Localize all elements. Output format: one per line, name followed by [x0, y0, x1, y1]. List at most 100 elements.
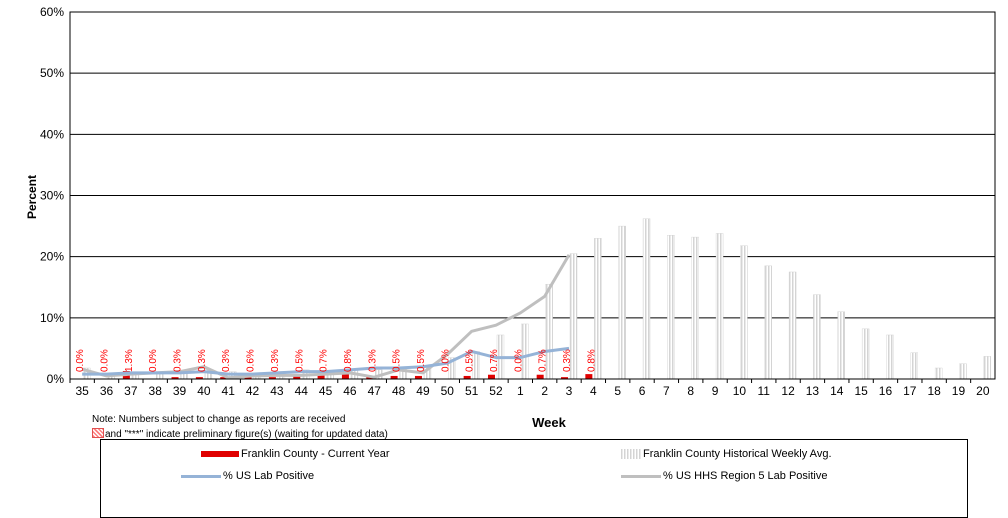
legend-label-us-lab: % US Lab Positive [223, 470, 315, 482]
x-tick-label: 9 [712, 384, 719, 398]
historical-bar [764, 265, 772, 380]
gridlines [70, 11, 995, 319]
x-tick-label: 37 [124, 384, 138, 398]
data-label: 0.8% [586, 349, 597, 372]
legend-label-historical: Franklin County Historical Weekly Avg. [643, 448, 832, 460]
current-year-bar [293, 375, 301, 379]
current-year-bar [536, 374, 544, 379]
x-tick-label: 7 [663, 384, 670, 398]
x-tick-label: 16 [879, 384, 893, 398]
historical-bar [788, 271, 797, 380]
historical-bar [715, 233, 724, 380]
current-year-bar [366, 377, 374, 379]
data-label: 0.5% [294, 349, 305, 372]
data-label: 0.0% [75, 349, 86, 372]
historical-bar [642, 218, 651, 380]
data-label: 1.3% [124, 349, 135, 372]
data-label: 0.7% [489, 349, 500, 372]
x-tick-label: 42 [246, 384, 260, 398]
series-line [82, 346, 570, 376]
x-tick-label: 40 [197, 384, 211, 398]
y-tick-label: 10% [40, 311, 64, 325]
legend: Franklin County - Current Year Franklin … [100, 439, 968, 518]
historical-bar [837, 311, 845, 380]
x-tick-label: 51 [465, 384, 479, 398]
legend-label-region5: % US HHS Region 5 Lab Positive [663, 470, 828, 482]
current-year-bar [220, 377, 228, 379]
legend-item-current-year: Franklin County - Current Year [201, 448, 390, 460]
x-tick-label: 6 [639, 384, 646, 398]
current-year-bar [195, 377, 203, 379]
y-tick-label: 20% [40, 250, 64, 264]
x-tick-label: 36 [100, 384, 114, 398]
x-tick-label: 20 [976, 384, 990, 398]
x-tick-label: 44 [295, 384, 309, 398]
historical-bar [667, 235, 675, 380]
data-label: 0.3% [270, 349, 281, 372]
data-label: 0.3% [197, 349, 208, 372]
legend-swatch-us-lab [181, 474, 221, 478]
data-label: 0.0% [148, 349, 159, 372]
x-tick-label: 15 [854, 384, 868, 398]
x-axis-title: Week [532, 415, 566, 430]
legend-swatch-historical [621, 449, 641, 460]
x-tick-label: 46 [343, 384, 357, 398]
preliminary-hatch-swatch [92, 428, 104, 438]
x-tick-label: 50 [441, 384, 455, 398]
x-tick-label: 10 [733, 384, 747, 398]
current-year-bar [317, 374, 325, 379]
data-label: 0.6% [246, 349, 257, 372]
y-tick-label: 30% [40, 189, 64, 203]
historical-bar [861, 328, 870, 380]
x-tick-label: 19 [952, 384, 966, 398]
legend-item-historical: Franklin County Historical Weekly Avg. [621, 448, 832, 460]
current-year-bar [414, 375, 422, 379]
note-line-2: and "***" indicate preliminary figure(s)… [105, 429, 388, 440]
data-label: 0.7% [319, 349, 330, 372]
y-tick-label: 60% [40, 5, 64, 19]
x-tick-label: 2 [541, 384, 548, 398]
data-label: 0.3% [562, 349, 573, 372]
data-labels: 0.0% 0.0% 1.3% 0.0% 0.3% 0.3% 0.3% 0.6% 0.3% 0.5%… [75, 349, 597, 372]
legend-item-region5: % US HHS Region 5 Lab Positive [621, 470, 827, 482]
data-label: 0.5% [392, 349, 403, 372]
chart: 0.0% 0.0% 1.3% 0.0% 0.3% 0.3% 0.3% 0.6% 0.3% 0.5%… [25, 5, 996, 430]
x-tick-label: 3 [566, 384, 573, 398]
historical-bar [691, 236, 699, 380]
x-tick-label: 4 [590, 384, 597, 398]
x-tick-label: 18 [927, 384, 941, 398]
data-label: 0.0% [513, 349, 524, 372]
data-label: 0.8% [343, 349, 354, 372]
x-tick-label: 39 [173, 384, 187, 398]
historical-bar [813, 294, 821, 380]
historical-bar [618, 225, 626, 380]
historical-bar [959, 363, 967, 380]
current-year-bar [561, 377, 569, 379]
x-tick-label: 8 [687, 384, 694, 398]
line-series [81, 254, 571, 380]
x-tick-label: 48 [392, 384, 406, 398]
data-label: 0.0% [100, 349, 111, 372]
x-tick-label: 14 [830, 384, 844, 398]
x-tick-label: 11 [758, 384, 771, 398]
note-line-2-wrap: and "***" indicate preliminary figure(s)… [92, 428, 388, 440]
historical-bar [910, 352, 919, 380]
y-axis-title: Percent [25, 175, 39, 219]
legend-swatch-current-year [201, 451, 239, 458]
x-tick-label: 49 [416, 384, 430, 398]
data-label: 0.3% [173, 349, 184, 372]
y-tick-label: 0% [47, 372, 65, 386]
x-tick-label: 38 [149, 384, 163, 398]
note-line-1: Note: Numbers subject to change as repor… [92, 414, 346, 425]
y-tick-label: 50% [40, 66, 64, 80]
historical-bar [740, 245, 748, 380]
data-label: 0.5% [465, 349, 476, 372]
legend-item-us-lab: % US Lab Positive [181, 470, 314, 482]
data-label: 0.3% [221, 349, 232, 372]
legend-label-current-year: Franklin County - Current Year [241, 448, 390, 460]
x-tick-label: 12 [781, 384, 795, 398]
current-year-bar [585, 374, 593, 379]
x-tick-label: 52 [489, 384, 503, 398]
x-tick-label: 45 [319, 384, 333, 398]
current-year-bar [341, 374, 349, 379]
